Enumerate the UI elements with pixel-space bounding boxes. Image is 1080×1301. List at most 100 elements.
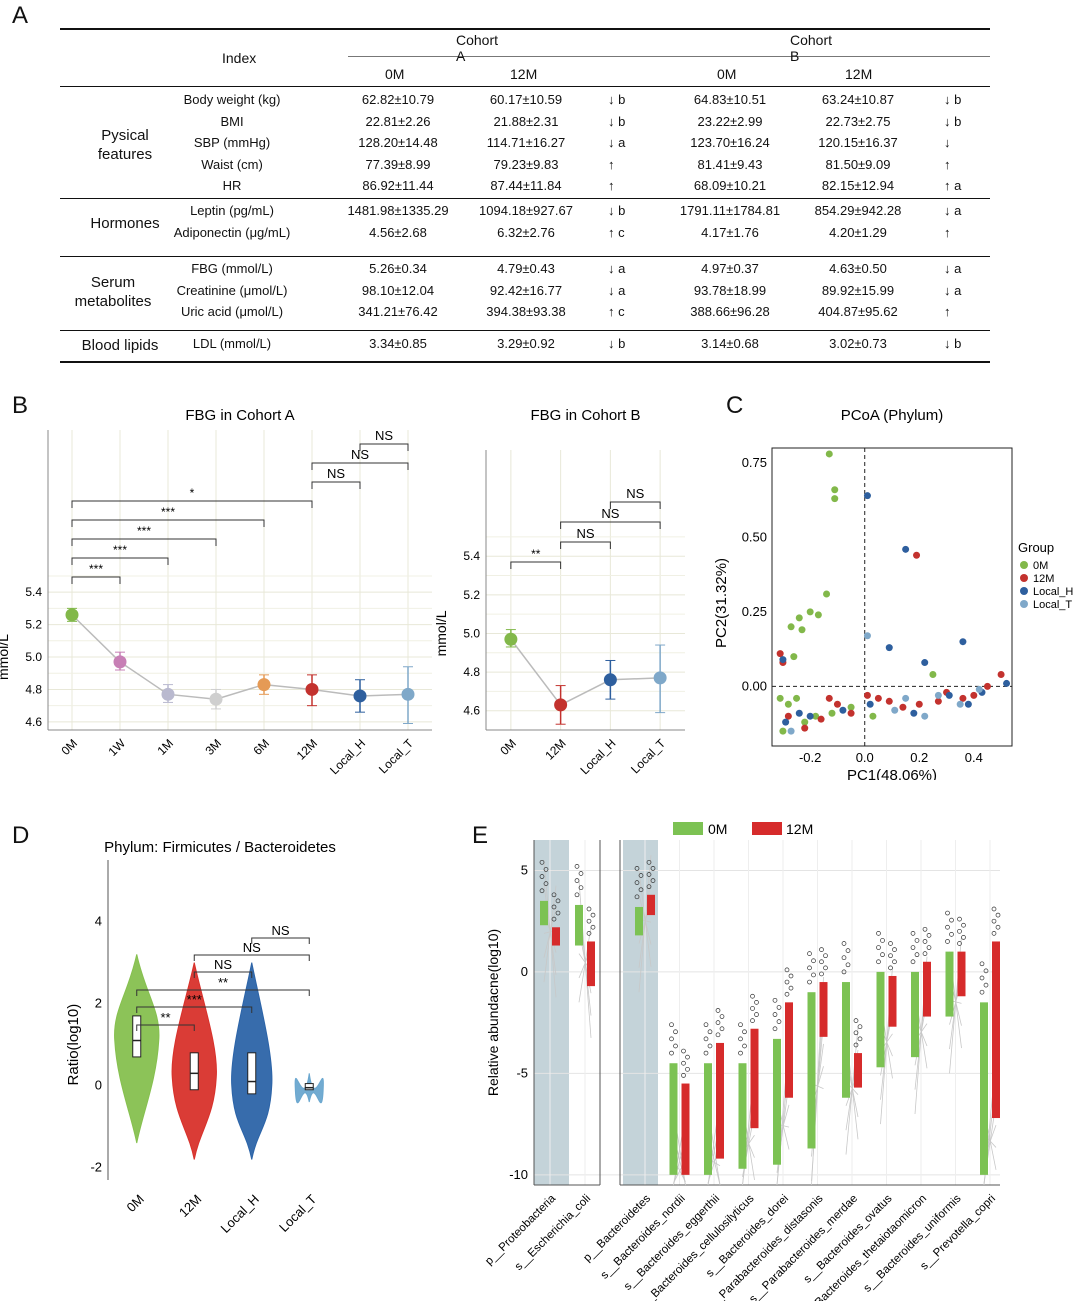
x-tick-label: Local_T: [628, 736, 669, 777]
table-header-index: Index: [222, 50, 257, 66]
table-cell-value: 4.56±2.68: [369, 224, 427, 240]
table-cell-change: ↓ a: [944, 203, 962, 218]
table-cell-value: 128.20±14.48: [358, 135, 438, 150]
sample-dot: [857, 1036, 863, 1042]
x-tick-label: Local_T: [376, 736, 417, 777]
table-cell-value: 3.02±0.73: [829, 336, 887, 351]
legend-swatch: [752, 822, 782, 835]
scatter-point: [910, 709, 918, 717]
sample-dot: [586, 906, 592, 912]
y-tick-label: 0: [521, 964, 528, 979]
table-group-label: metabolites: [74, 293, 152, 311]
significance-bracket: [251, 937, 310, 944]
x-tick-label: 12M: [176, 1192, 204, 1220]
table-cell-index: Leptin (pg/mL): [190, 203, 274, 218]
sample-dot: [555, 898, 561, 904]
sample-dot: [991, 918, 997, 924]
x-tick-label: 3M: [202, 736, 224, 758]
sample-dot: [841, 955, 847, 961]
significance-bracket: [560, 541, 611, 549]
table-cell-value: 79.23±9.83: [493, 156, 559, 172]
significance-label: NS: [271, 923, 289, 938]
sample-dot: [673, 1029, 678, 1035]
sample-dot: [983, 968, 989, 974]
sample-dot: [995, 912, 1001, 918]
scatter-point: [814, 611, 822, 619]
sample-dot: [738, 1050, 743, 1056]
box: [247, 1052, 257, 1095]
table-cell-change: ↓ b: [608, 203, 626, 218]
sample-dot: [650, 866, 656, 871]
significance-label: NS: [243, 940, 261, 955]
sample-dot: [892, 947, 897, 952]
chart-title: PCoA (Phylum): [841, 407, 944, 424]
scatter-point: [795, 709, 803, 717]
box-12m: [888, 975, 897, 1027]
sample-dot: [754, 1000, 759, 1005]
sample-dot: [715, 1020, 721, 1025]
box-12m: [854, 1053, 862, 1088]
sample-dot: [574, 892, 580, 898]
sample-dot: [719, 1026, 725, 1032]
sample-dot: [876, 931, 881, 936]
table-cell-value: 4.97±0.37: [701, 261, 759, 276]
y-tick-label: 5.2: [463, 588, 480, 602]
table-cell-change: ↑: [608, 156, 615, 172]
paired-line: [638, 870, 652, 967]
table-cell-value: 60.17±10.59: [489, 92, 563, 107]
table-cell-change: ↑ a: [944, 178, 962, 193]
sample-dot: [681, 1060, 686, 1066]
table-cell-value: 5.26±0.34: [369, 261, 427, 276]
legend-marker: [1020, 587, 1028, 595]
sample-dot: [715, 1032, 721, 1038]
sample-dot: [788, 985, 794, 991]
sample-dot: [543, 881, 549, 886]
table-cell-value: 1094.18±927.67: [479, 203, 573, 218]
y-tick-label: 0.00: [742, 678, 767, 693]
scatter-point: [839, 706, 847, 714]
y-tick-label: -5: [516, 1065, 528, 1080]
table-cell-value: 854.29±942.28: [814, 203, 902, 218]
table-cell-value: 86.92±11.44: [362, 178, 434, 193]
sample-dot: [888, 965, 893, 971]
sample-dot: [957, 941, 962, 946]
sample-dot: [703, 1036, 709, 1042]
table-cell-value: 3.34±0.85: [369, 336, 427, 351]
data-point: [209, 692, 223, 706]
table-group-label: Hormones: [90, 215, 160, 232]
scatter-point: [956, 700, 964, 708]
scatter-point: [863, 632, 871, 640]
sample-dot: [888, 953, 893, 959]
box-12m: [750, 1028, 759, 1129]
sample-dot: [586, 918, 592, 924]
scatter-point: [776, 650, 784, 658]
box-12m: [587, 941, 595, 987]
table-cell-change: ↑ c: [608, 224, 625, 240]
chart-pcoa: PCoA (Phylum) -0.2 0.0 0.2 0.4 0.00 0.25 0.50 0.…: [713, 407, 1073, 780]
table-cell-change: ↑: [944, 224, 951, 240]
table-cell-value: 82.15±12.94: [821, 178, 895, 193]
significance-label: **: [218, 975, 228, 990]
scatter-point: [1003, 679, 1011, 687]
significance-bracket: [136, 989, 310, 996]
panel-label-d: D: [12, 822, 30, 849]
chart-title: FBG in Cohort B: [530, 407, 640, 424]
table-cell-index: FBG (mmol/L): [191, 261, 273, 276]
table-cell-value: 92.42±16.77: [489, 282, 563, 298]
significance-bracket: [71, 519, 265, 527]
sample-dot: [590, 924, 596, 930]
box-0m: [704, 1063, 712, 1175]
table-cohort-rule: [348, 56, 990, 57]
table-cell-change: ↓ a: [608, 282, 626, 298]
significance-label: NS: [351, 447, 369, 462]
sample-dot: [922, 951, 928, 956]
y-tick-label: 5.4: [463, 549, 480, 563]
table-cell-value: 89.92±15.99: [821, 282, 895, 298]
table-cell-change: ↓: [944, 135, 951, 150]
significance-label: **: [531, 547, 541, 561]
scatter-point: [801, 718, 809, 726]
sample-dot: [819, 971, 824, 977]
box-12m: [957, 951, 966, 997]
trend-line: [71, 614, 409, 700]
sample-dot: [995, 924, 1001, 930]
